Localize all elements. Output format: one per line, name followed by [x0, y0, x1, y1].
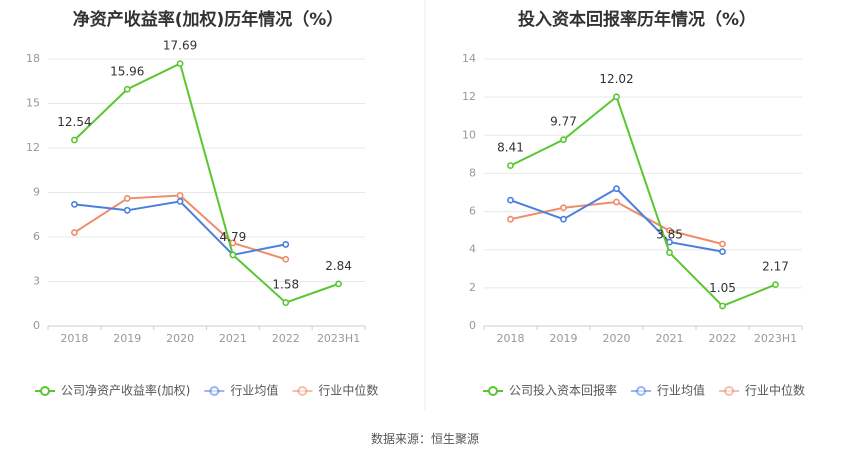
industry-median-point[interactable]: [507, 215, 514, 223]
company-point[interactable]: [335, 280, 342, 288]
company-point[interactable]: [507, 162, 514, 170]
industry-avg-point[interactable]: [613, 185, 620, 193]
industry-avg-point[interactable]: [282, 241, 290, 248]
y-tick-label: 6: [33, 230, 40, 243]
x-tick-label: 2021: [219, 332, 247, 345]
legend-label: 公司净资产收益率(加权): [61, 383, 190, 398]
chart-title: 投入资本回报率历年情况（%）: [518, 9, 756, 30]
company-data-label: 17.69: [163, 39, 197, 53]
company-series-line: [73, 62, 339, 304]
legend-item-industry-median[interactable]: 行业中位数: [292, 383, 378, 398]
x-tick-label: 2018: [497, 332, 525, 345]
company-data-label: 4.79: [220, 230, 247, 244]
industry-median-point[interactable]: [176, 192, 184, 199]
y-tick-label: 14: [462, 52, 476, 65]
company-point[interactable]: [282, 299, 290, 306]
industry-avg-series-line: [510, 187, 723, 253]
y-tick-label: 18: [26, 52, 40, 65]
legend-marker-swatch: [636, 386, 647, 396]
company-point[interactable]: [123, 85, 131, 93]
legend-marker-swatch: [209, 386, 220, 396]
industry-median-point[interactable]: [123, 195, 131, 202]
company-point[interactable]: [772, 281, 779, 289]
company-data-label: 8.41: [497, 141, 524, 155]
company-data-label: 12.54: [57, 115, 91, 129]
company-data-label: 12.02: [599, 72, 633, 86]
company-data-label: 3.85: [656, 228, 683, 242]
legend-item-company[interactable]: 公司净资产收益率(加权): [35, 383, 190, 398]
y-tick-label: 15: [26, 97, 40, 110]
company-series-line: [510, 95, 776, 308]
company-point[interactable]: [560, 136, 567, 144]
x-tick-label: 2018: [60, 332, 88, 345]
y-tick-label: 10: [462, 128, 476, 141]
x-tick-label: 2021: [656, 332, 684, 345]
legend-marker-swatch: [488, 386, 498, 396]
industry-median-point[interactable]: [560, 204, 567, 212]
legend-marker-swatch: [724, 386, 735, 396]
legend-item-industry-median[interactable]: 行业中位数: [719, 383, 805, 398]
industry-avg-point[interactable]: [123, 206, 131, 214]
industry-avg-point[interactable]: [719, 248, 726, 256]
data-source-note: 数据来源：恒生聚源: [371, 431, 479, 446]
x-tick-label: 2020: [166, 332, 194, 345]
y-tick-label: 9: [33, 186, 40, 199]
legend-label: 行业中位数: [318, 383, 378, 398]
x-tick-label: 2023H1: [754, 332, 797, 345]
industry-avg-point[interactable]: [560, 215, 567, 223]
company-point[interactable]: [719, 302, 726, 310]
industry-median-point[interactable]: [613, 198, 620, 206]
x-tick-label: 2019: [113, 332, 141, 345]
y-tick-label: 8: [469, 166, 476, 179]
industry-avg-point[interactable]: [71, 200, 78, 208]
company-point[interactable]: [176, 60, 184, 67]
chart-title: 净资产收益率(加权)历年情况（%）: [73, 9, 344, 30]
industry-median-point[interactable]: [282, 255, 290, 263]
industry-median-point[interactable]: [719, 240, 726, 248]
y-tick-label: 3: [33, 275, 40, 288]
x-tick-label: 2022: [709, 332, 737, 345]
industry-median-point[interactable]: [666, 227, 673, 235]
y-tick-label: 0: [469, 319, 476, 332]
company-data-label: 2.84: [325, 259, 352, 273]
legend-label: 行业均值: [230, 383, 278, 398]
industry-avg-point[interactable]: [507, 196, 514, 204]
y-tick-label: 12: [26, 141, 40, 154]
company-data-label: 1.05: [709, 281, 736, 295]
industry-avg-point[interactable]: [176, 197, 184, 205]
legend-label: 行业中位数: [745, 383, 805, 398]
company-point[interactable]: [613, 93, 620, 101]
company-point[interactable]: [666, 249, 673, 256]
y-tick-label: 4: [469, 243, 476, 256]
company-data-label: 9.77: [550, 115, 577, 129]
industry-median-series-line: [510, 201, 723, 245]
company-data-label: 1.58: [272, 278, 299, 292]
x-tick-label: 2022: [272, 332, 300, 345]
industry-avg-series-line: [74, 200, 286, 256]
y-tick-label: 12: [462, 90, 476, 103]
company-point[interactable]: [229, 251, 237, 259]
company-point[interactable]: [71, 136, 78, 144]
legend-item-company[interactable]: 公司投入资本回报率: [483, 383, 617, 398]
legend-item-industry-avg[interactable]: 行业均值: [631, 383, 705, 398]
company-data-label: 15.96: [110, 64, 144, 78]
x-tick-label: 2020: [603, 332, 631, 345]
roic-chart: 投入资本回报率历年情况（%） 0 2 4 6 8 10 12 14 2018 2019 2020 202…: [462, 9, 805, 398]
y-tick-label: 2: [469, 281, 476, 294]
legend-label: 公司投入资本回报率: [509, 383, 617, 398]
legend-marker-swatch: [40, 386, 50, 396]
x-tick-label: 2019: [550, 332, 578, 345]
company-data-label: 2.17: [762, 260, 789, 274]
industry-median-point[interactable]: [71, 229, 78, 236]
legend-marker-swatch: [297, 386, 308, 396]
roe-chart: 净资产收益率(加权)历年情况（%） 0 3 6 9 12 15 18 2018 2019 2020 2…: [26, 9, 378, 398]
y-tick-label: 0: [33, 319, 40, 332]
x-tick-label: 2023H1: [317, 332, 360, 345]
legend-item-industry-avg[interactable]: 行业均值: [204, 383, 278, 398]
legend-label: 行业均值: [657, 383, 705, 398]
y-tick-label: 6: [469, 205, 476, 218]
